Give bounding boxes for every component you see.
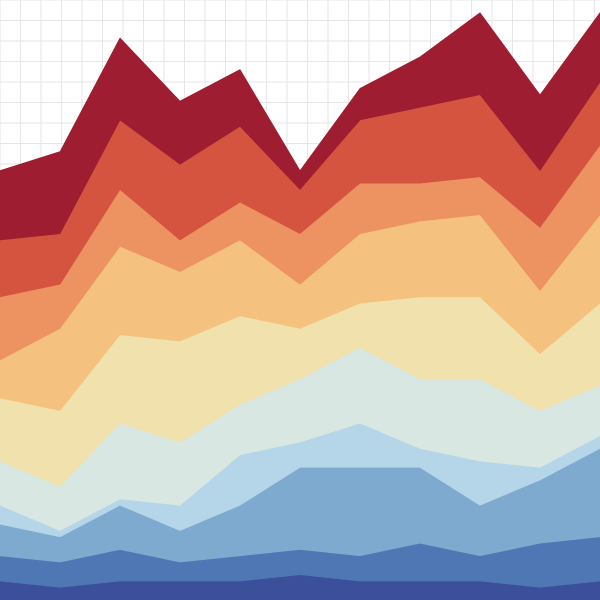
area-series-10 bbox=[0, 12, 600, 241]
area-series-group bbox=[0, 12, 600, 600]
